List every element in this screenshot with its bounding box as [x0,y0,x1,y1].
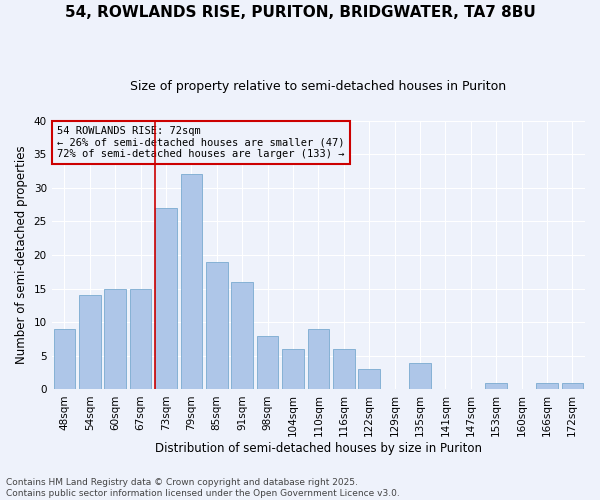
Bar [104,288,126,390]
Bar [79,296,101,390]
Bar [53,329,75,390]
Bar [409,362,431,390]
Y-axis label: Number of semi-detached properties: Number of semi-detached properties [15,146,28,364]
Bar [358,370,380,390]
Bar [536,382,557,390]
Text: 54, ROWLANDS RISE, PURITON, BRIDGWATER, TA7 8BU: 54, ROWLANDS RISE, PURITON, BRIDGWATER, … [65,5,535,20]
Bar [206,262,227,390]
Bar [257,336,278,390]
Bar [308,329,329,390]
Bar [282,349,304,390]
Bar [130,288,151,390]
Bar [181,174,202,390]
Bar [562,382,583,390]
Bar [485,382,507,390]
Bar [155,208,177,390]
Bar [333,349,355,390]
Title: Size of property relative to semi-detached houses in Puriton: Size of property relative to semi-detach… [130,80,506,93]
Text: 54 ROWLANDS RISE: 72sqm
← 26% of semi-detached houses are smaller (47)
72% of se: 54 ROWLANDS RISE: 72sqm ← 26% of semi-de… [57,126,344,159]
Bar [232,282,253,390]
Text: Contains HM Land Registry data © Crown copyright and database right 2025.
Contai: Contains HM Land Registry data © Crown c… [6,478,400,498]
X-axis label: Distribution of semi-detached houses by size in Puriton: Distribution of semi-detached houses by … [155,442,482,455]
